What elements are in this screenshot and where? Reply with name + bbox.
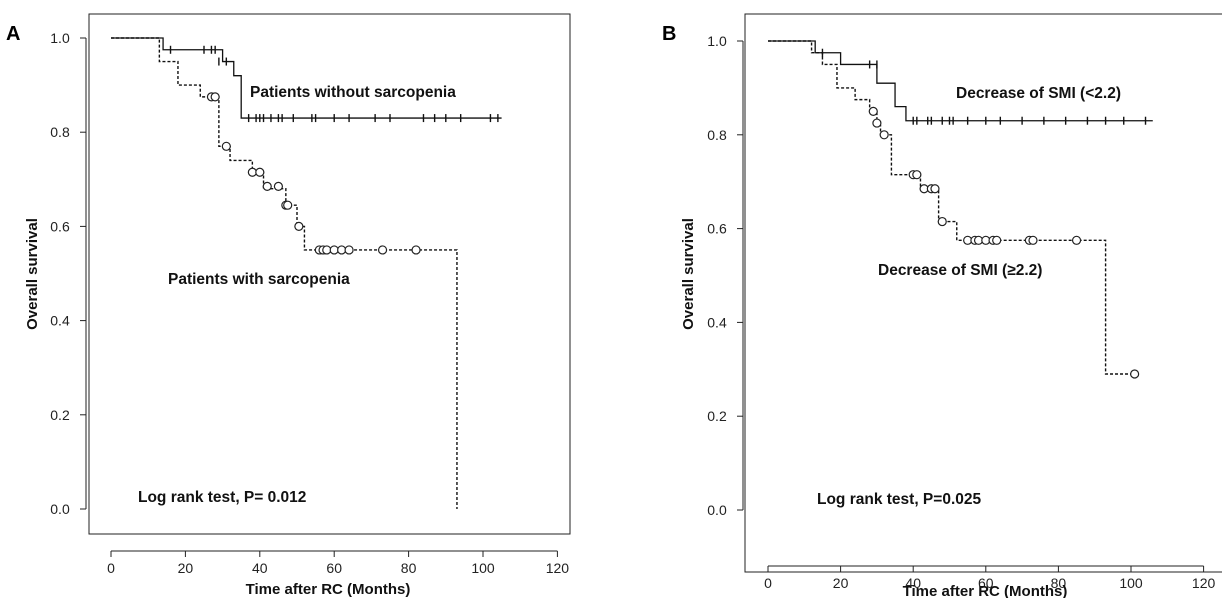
panel-a-x-axis-label: Time after RC (Months) xyxy=(246,581,411,598)
panel-b-x-tick-label: 60 xyxy=(978,575,994,591)
panel-a-frame xyxy=(88,13,571,535)
panel-a-series-2-censor-mark xyxy=(273,181,283,191)
panel-a-series-2-censor-mark xyxy=(377,245,388,255)
panel-b-series-2-censor-mark xyxy=(1071,235,1082,245)
panel-b-y-tick-label: 0.6 xyxy=(707,221,727,237)
panel-b-series-2-censor-mark xyxy=(912,170,922,180)
panel-b-x-axis-label: Time after RC (Months) xyxy=(903,583,1068,598)
panel-b-x-tick-label: 80 xyxy=(1051,575,1067,591)
panel-b-x-tick-label: 0 xyxy=(764,575,772,591)
panel-a-series-1-line xyxy=(111,37,502,119)
panel-a-series-2-censor-mark xyxy=(247,167,257,177)
panel-a-series-2-censor-mark xyxy=(221,141,231,151)
panel-a-y-tick-label: 1.0 xyxy=(50,30,70,46)
panel-a-letter: A xyxy=(6,23,20,45)
panel-a-y-tick-label: 0.4 xyxy=(50,313,70,329)
panel-a-y-tick-label: 0.8 xyxy=(50,124,70,140)
panel-b-axes: 0 20 40 60 80 100 120 0.0 0.2 0.4 0.6 0.8 1.0 xyxy=(707,33,1215,591)
panel-a-series-2-censor-mark xyxy=(294,221,304,231)
panel-b-x-tick-label: 40 xyxy=(905,575,921,591)
panel-a-series-2-censor-mark xyxy=(262,181,272,191)
panel-a-y-tick-label: 0.0 xyxy=(50,501,70,517)
panel-a-series-2-censor-mark xyxy=(411,245,421,255)
panel-a-series-2-censor-mark xyxy=(329,245,339,255)
panel-b-series-2-censor-mark xyxy=(872,118,882,128)
panel-b-series-2-censor-mark xyxy=(930,184,940,194)
panel-b-label-smi-low: Decrease of SMI (<2.2) xyxy=(956,85,1121,102)
panel-b-y-axis-label: Overall survival xyxy=(680,218,697,330)
panel-a-series-2-censor-mark xyxy=(337,245,347,255)
panel-a-logrank: Log rank test, P= 0.012 xyxy=(138,489,306,506)
panel-b-letter: B xyxy=(662,23,676,45)
panel-a-x-tick-label: 100 xyxy=(471,560,495,576)
panel-b: B 0 20 40 60 80 100 120 0.0 0.2 0.4 0.6 0.8 1.0 Decr… xyxy=(662,13,1222,598)
panel-a-x-tick-label: 120 xyxy=(546,560,570,576)
panel-a-series-2-censor-mark xyxy=(283,200,293,210)
panel-b-x-tick-label: 120 xyxy=(1192,575,1216,591)
panel-a-label-no-sarcopenia: Patients without sarcopenia xyxy=(250,84,456,101)
panel-a-x-tick-label: 60 xyxy=(326,560,342,576)
panel-a-series-2-censor-mark xyxy=(322,245,332,255)
panel-a-series-2-censor-mark xyxy=(210,92,220,102)
panel-a: A 0 20 40 60 80 100 120 0.0 0.2 0.4 0.6 0.8 1.0 Pati… xyxy=(6,13,571,598)
panel-a-x-tick-label: 0 xyxy=(107,560,115,576)
panel-a-axes: 0 20 40 60 80 100 120 0.0 0.2 0.4 0.6 0.8 1.0 xyxy=(50,30,569,576)
panel-a-series-2-censor-mark xyxy=(255,167,265,177)
panel-b-series-2-censor-mark xyxy=(1028,235,1038,245)
panel-a-curves xyxy=(111,37,502,509)
panel-b-y-tick-label: 0.0 xyxy=(707,502,727,518)
panel-a-x-tick-label: 20 xyxy=(178,560,194,576)
panel-a-label-sarcopenia: Patients with sarcopenia xyxy=(168,271,350,288)
panel-b-y-tick-label: 0.2 xyxy=(707,408,727,424)
panel-b-x-tick-label: 20 xyxy=(833,575,849,591)
panel-b-series-2-censor-mark xyxy=(1130,369,1140,379)
panel-b-label-smi-high: Decrease of SMI (≥2.2) xyxy=(878,262,1042,279)
panel-b-curves xyxy=(768,40,1153,379)
panel-a-x-tick-label: 40 xyxy=(252,560,268,576)
panel-b-series-2-censor-mark xyxy=(992,235,1002,245)
panel-a-y-tick-label: 0.6 xyxy=(50,218,70,234)
panel-b-series-2-censor-mark xyxy=(937,216,947,227)
panel-b-y-tick-label: 0.8 xyxy=(707,127,727,143)
panel-a-x-tick-label: 80 xyxy=(401,560,417,576)
panel-b-series-2-censor-mark xyxy=(868,106,878,116)
panel-a-y-axis-label: Overall survival xyxy=(24,218,41,330)
panel-a-y-tick-label: 0.2 xyxy=(50,407,70,423)
panel-b-series-1-line xyxy=(768,40,1153,122)
panel-b-series-2-censor-mark xyxy=(879,130,889,140)
panel-b-logrank: Log rank test, P=0.025 xyxy=(817,491,981,508)
panel-a-series-2-censor-mark xyxy=(344,245,354,255)
panel-b-y-tick-label: 0.4 xyxy=(707,314,727,330)
panel-b-y-tick-label: 1.0 xyxy=(707,33,727,49)
panel-b-x-tick-label: 100 xyxy=(1119,575,1143,591)
